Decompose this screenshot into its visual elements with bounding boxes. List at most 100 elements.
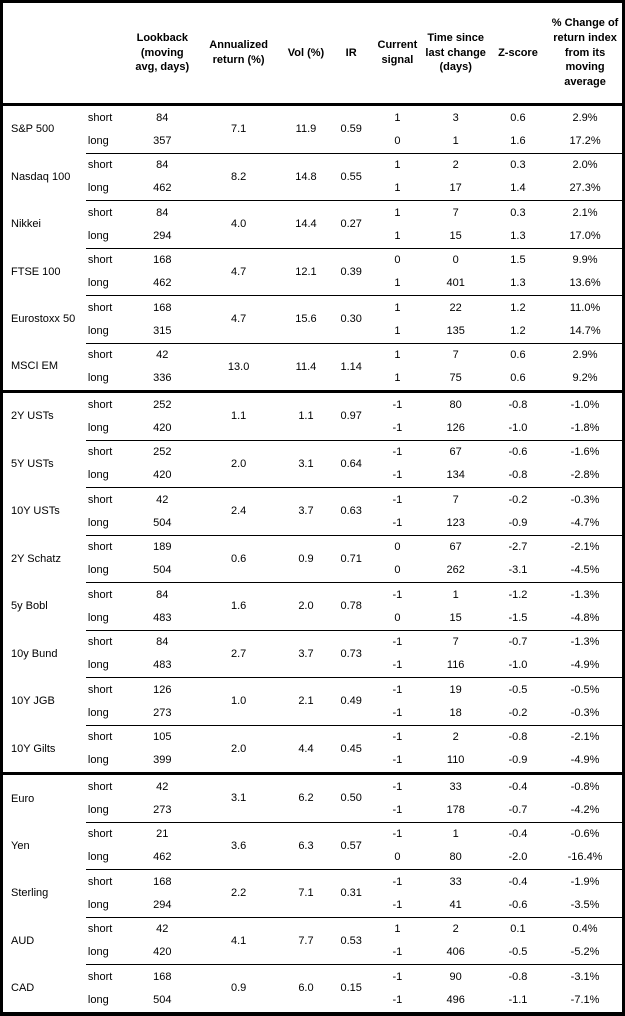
days-since-change-cell: 80 <box>449 851 462 864</box>
horizon-cell: short <box>85 629 129 654</box>
pct-change-cell: 0.4% <box>548 916 624 941</box>
days-since-change-cell: 0 <box>423 247 488 272</box>
table-row: long 504 -1 496 -1.1 -7.1% <box>2 988 624 1014</box>
vol-cell: 3.1 <box>280 439 332 488</box>
horizon-cell: long <box>87 898 109 911</box>
z-score-cell: -0.4 <box>487 821 549 846</box>
table-row: long 315 1 135 1.2 14.7% <box>2 319 624 343</box>
days-since-change-cell: 496 <box>446 994 465 1007</box>
ir-cell: 0.73 <box>331 629 372 678</box>
annualized-return-cell: 2.0 <box>196 439 281 488</box>
days-since-change-cell: 123 <box>446 516 465 529</box>
vol-cell: 4.4 <box>280 724 332 774</box>
current-signal-cell: -1 <box>392 754 403 767</box>
pct-change-cell: 13.6% <box>569 277 601 290</box>
annualized-return-cell: 2.4 <box>196 487 281 536</box>
current-signal-cell: 1 <box>394 182 401 195</box>
vol-cell: 14.8 <box>280 152 332 201</box>
z-score-cell: 0.1 <box>487 916 549 941</box>
days-since-change-cell: 1 <box>423 821 488 846</box>
table-row: long 462 0 80 -2.0 -16.4% <box>2 846 624 870</box>
table-row: 2Y USTs short 252 1.1 1.1 0.97 -1 80 -0.8 -1.0% <box>1 390 624 441</box>
pct-change-cell: 9.2% <box>572 372 598 385</box>
horizon-cell: long <box>87 803 109 816</box>
table-row: 10Y Gilts short 105 2.0 4.4 0.45 -1 2 -0.8 -2.1% <box>2 724 624 774</box>
pct-change-cell: -2.1% <box>548 724 624 749</box>
horizon-cell: long <box>87 229 109 242</box>
table-row: long 357 0 1 1.6 17.2% <box>2 129 624 153</box>
lookback-cell: 273 <box>153 803 172 816</box>
lookback-cell: 315 <box>153 324 172 337</box>
lookback-cell: 84 <box>128 152 197 177</box>
table-row: long 420 -1 406 -0.5 -5.2% <box>2 941 624 965</box>
table-row: long 420 -1 126 -1.0 -1.8% <box>2 416 624 440</box>
asset-name-cell: Euro <box>1 772 86 823</box>
current-signal-cell: 0 <box>394 564 401 577</box>
days-since-change-cell: 134 <box>446 469 465 482</box>
vol-cell: 15.6 <box>280 295 332 344</box>
table-row: Euro short 42 3.1 6.2 0.50 -1 33 -0.4 -0.8% <box>1 772 624 823</box>
lookback-cell: 294 <box>153 898 172 911</box>
horizon-cell: short <box>85 772 129 799</box>
current-signal-cell: -1 <box>392 421 403 434</box>
z-score-cell: 1.2 <box>510 324 526 337</box>
pct-change-cell: -4.5% <box>570 564 600 577</box>
lookback-cell: 483 <box>153 659 172 672</box>
horizon-cell: short <box>87 111 113 124</box>
horizon-cell: long <box>87 134 109 147</box>
horizon-cell: short <box>85 964 129 989</box>
lookback-cell: 84 <box>156 111 169 124</box>
table-row: FTSE 100 short 168 4.7 12.1 0.39 0 0 1.5 9.9% <box>2 247 624 296</box>
table-row: long 273 -1 18 -0.2 -0.3% <box>2 701 624 725</box>
days-since-change-cell: 3 <box>452 111 459 124</box>
table-row: AUD short 42 4.1 7.7 0.53 1 2 0.1 0.4% <box>2 916 624 965</box>
horizon-cell: short <box>85 677 129 702</box>
days-since-change-cell: 17 <box>449 182 462 195</box>
lookback-cell: 483 <box>153 611 172 624</box>
z-score-cell: 0.3 <box>487 152 549 177</box>
lookback-cell: 126 <box>128 677 197 702</box>
days-since-change-cell: 401 <box>446 277 465 290</box>
ir-cell: 0.27 <box>331 200 372 249</box>
days-since-change-cell: 406 <box>446 946 465 959</box>
ir-cell: 0.30 <box>331 295 372 344</box>
current-signal-cell: 1 <box>371 152 424 177</box>
table-row: 2Y Schatz short 189 0.6 0.9 0.71 0 67 -2.7 -2.1% <box>2 534 624 583</box>
table-row: Nasdaq 100 short 84 8.2 14.8 0.55 1 2 0.3 2.0% <box>2 152 624 201</box>
days-since-change-cell: 116 <box>446 659 465 672</box>
days-since-change-cell: 7 <box>423 200 488 225</box>
current-signal-cell: 0 <box>394 611 401 624</box>
header-row: Lookback (moving avg, days) Annualized r… <box>1 1 624 106</box>
lookback-cell: 168 <box>128 964 197 989</box>
pct-change-cell: -3.5% <box>570 898 600 911</box>
horizon-cell: long <box>87 469 109 482</box>
days-since-change-cell: 90 <box>423 964 488 989</box>
col-header-asset <box>1 1 86 106</box>
table-header: Lookback (moving avg, days) Annualized r… <box>1 1 624 106</box>
horizon-cell: short <box>85 869 129 894</box>
asset-name-cell: 10Y Gilts <box>11 742 56 755</box>
days-since-change-cell: 2 <box>423 152 488 177</box>
table-row: long 504 0 262 -3.1 -4.5% <box>2 559 624 583</box>
current-signal-cell: -1 <box>371 821 424 846</box>
table-row: long 294 -1 41 -0.6 -3.5% <box>2 893 624 917</box>
annualized-return-cell: 0.6 <box>196 534 281 583</box>
ir-cell: 1.14 <box>331 342 372 392</box>
pct-change-cell: -3.1% <box>548 964 624 989</box>
vol-cell: 7.7 <box>280 916 332 965</box>
horizon-cell: short <box>85 152 129 177</box>
lookback-cell: 504 <box>153 516 172 529</box>
col-header-pct-change: % Change of return index from its moving… <box>548 1 624 106</box>
ir-cell: 0.97 <box>331 390 372 441</box>
horizon-cell: long <box>87 421 109 434</box>
z-score-cell: 1.4 <box>510 182 526 195</box>
col-header-horizon <box>85 1 129 106</box>
lookback-cell: 21 <box>128 821 197 846</box>
pct-change-cell: -1.9% <box>548 869 624 894</box>
pct-change-cell: -1.3% <box>548 582 624 607</box>
pct-change-cell: 17.2% <box>569 134 601 147</box>
asset-name-cell: MSCI EM <box>11 360 59 373</box>
ir-cell: 0.31 <box>331 869 372 918</box>
pct-change-cell: 2.1% <box>548 200 624 225</box>
days-since-change-cell: 67 <box>423 534 488 559</box>
